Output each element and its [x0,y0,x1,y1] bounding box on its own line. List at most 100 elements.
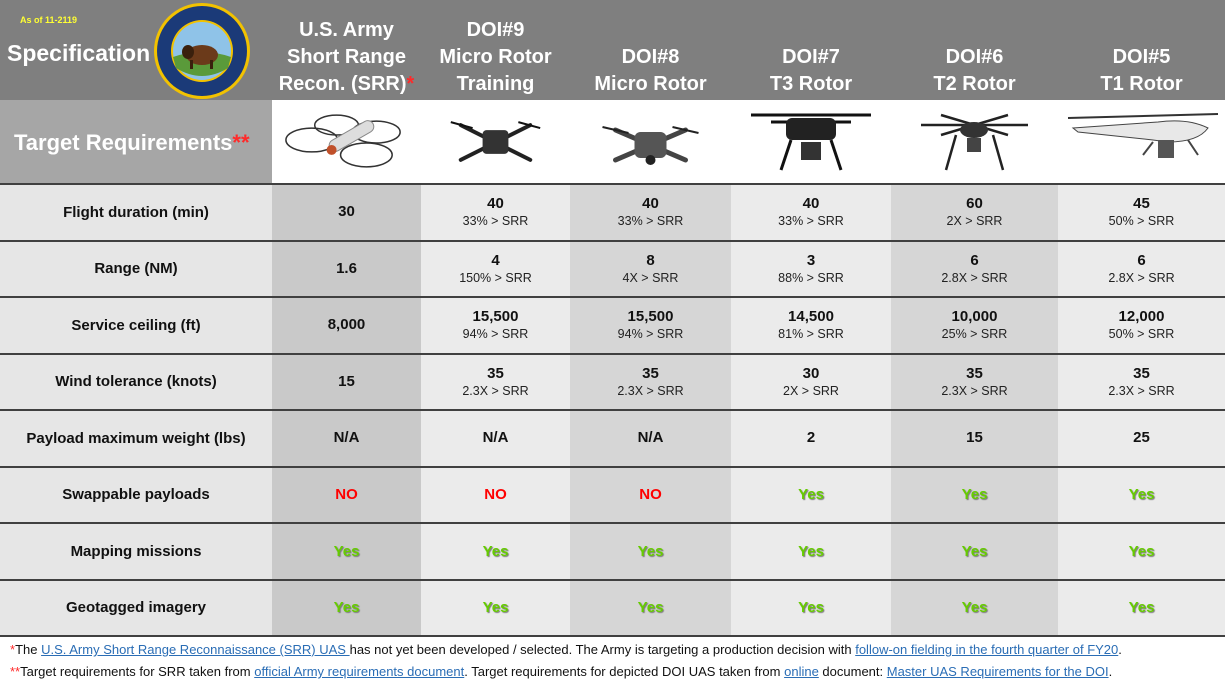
yes-badge: Yes [1128,599,1155,617]
table-cell: 2 [731,411,891,466]
footnote-link[interactable]: U.S. Army Short Range Reconnaissance (SR… [41,642,350,657]
cell-comparison: 81% > SRR [778,327,844,342]
table-bottom-border [0,635,1225,637]
row-label: Mapping missions [0,524,272,579]
no-badge: NO [335,486,358,504]
column-header-line: U.S. Army [299,19,394,41]
yes-badge: Yes [961,599,988,617]
footnote-link[interactable]: follow-on fielding in the fourth quarter… [855,642,1119,657]
yes-badge: Yes [798,486,824,504]
srr-drone-image [272,100,421,183]
table-cell: Yes [731,580,891,635]
footnote-mark: ** [10,664,21,679]
target-requirements-label: Target Requirements** [0,100,272,183]
table-cell: Yes [1058,580,1225,635]
table-cell: 4 150% > SRR [421,241,570,296]
table-cell: 40 33% > SRR [731,185,891,240]
table-cell: 6 2.8X > SRR [1058,241,1225,296]
column-header-line: T3 Rotor [769,73,853,95]
cell-value: 3 [806,251,816,269]
cell-value: 30 [802,364,820,382]
table-cell: N/A [421,411,570,466]
column-header-line: T2 Rotor [933,73,1016,95]
cell-value: 40 [487,195,504,213]
table-row: Flight duration (min) 30 40 33% > SRR 40 33% … [0,183,1225,240]
table-row: Service ceiling (ft) 8,000 15,500 94% > SRR… [0,296,1225,353]
cell-value: 45 [1133,195,1150,213]
cell-value: 35 [1133,364,1150,382]
cell-value: 6 [1137,251,1146,269]
cell-comparison: 33% > SRR [462,214,529,229]
table-cell: 15 [272,354,421,409]
cell-value: 14,500 [788,308,834,326]
footnote-link[interactable]: official Army requirements document [254,664,465,679]
table-cell: 40 33% > SRR [570,185,731,240]
yes-badge: Yes [333,542,360,560]
table-cell: 35 2.3X > SRR [570,354,731,409]
table-cell: Yes [731,524,891,579]
cell-comparison: 2.3X > SRR [941,383,1008,398]
footnote-link[interactable]: Master UAS Requirements for the DOI [886,664,1109,679]
table-cell: 14,500 81% > SRR [731,298,891,353]
cell-comparison: 33% > SRR [778,214,844,229]
cell-comparison: 2.8X > SRR [941,270,1008,285]
cell-value: 8 [646,251,655,269]
specification-heading: Specification [7,40,151,66]
doi9-drone-image [421,100,570,183]
table-cell: 8 4X > SRR [570,241,731,296]
doi8-drone-image [570,100,731,183]
table-cell: Yes [891,580,1058,635]
table-cell: 15 [891,411,1058,466]
cell-comparison: 50% > SRR [1108,214,1175,229]
cell-comparison: 2X > SRR [783,383,839,398]
column-header-4: DOI#6 T2 Rotor [891,18,1058,100]
table-cell: Yes [1058,467,1225,522]
table-cell: Yes [891,524,1058,579]
column-header-5: DOI#5 T1 Rotor [1058,18,1225,100]
footnote-link[interactable]: online [784,664,819,679]
yes-badge: Yes [1128,542,1155,560]
cell-comparison: 2.3X > SRR [462,383,529,398]
table-cell: 30 2X > SRR [731,354,891,409]
column-header-2: DOI#8 Micro Rotor [570,18,731,100]
footnote-text: document: [818,664,887,679]
cell-comparison: 88% > SRR [778,270,844,285]
column-header-line: Short Range [287,46,406,68]
cell-value: N/A [637,429,664,447]
cell-value: 35 [966,364,983,382]
table-cell: 45 50% > SRR [1058,185,1225,240]
table-cell: N/A [272,411,421,466]
cell-value: 60 [966,195,983,213]
cell-value: 25 [1133,429,1150,447]
cell-value: 10,000 [951,308,998,326]
cell-value: 1.6 [336,259,357,277]
yes-badge: Yes [1128,486,1155,504]
table-cell: Yes [570,580,731,635]
column-header-line: DOI#6 [945,46,1004,68]
cell-value: 15 [966,429,983,447]
as-of-date: As of 11-2119 [20,15,78,25]
column-header-line: T1 Rotor [1100,73,1183,95]
cell-value: 30 [338,203,355,221]
column-header-line: DOI#5 [1112,46,1171,68]
yes-badge: Yes [637,599,664,617]
table-cell: Yes [891,467,1058,522]
column-header-3: DOI#7 T3 Rotor [731,18,891,100]
cell-comparison: 150% > SRR [459,270,532,285]
yes-badge: Yes [482,599,509,617]
table-cell: N/A [570,411,731,466]
footnote-text: Target requirements for SRR taken from [20,664,255,679]
table-cell: 60 2X > SRR [891,185,1058,240]
table-cell: Yes [731,467,891,522]
no-badge: NO [484,486,507,504]
cell-value: 4 [491,251,500,269]
cell-value: 15,500 [472,308,519,326]
cell-comparison: 2X > SRR [946,214,1003,229]
table-cell: Yes [1058,524,1225,579]
cell-value: N/A [482,429,509,447]
table-row: Payload maximum weight (lbs) N/A N/A N/A 2 15… [0,409,1225,466]
cell-value: 35 [642,364,659,382]
cell-value: 6 [970,251,979,269]
footnote-text: . [1108,664,1113,679]
cell-comparison: 2.8X > SRR [1108,270,1175,285]
